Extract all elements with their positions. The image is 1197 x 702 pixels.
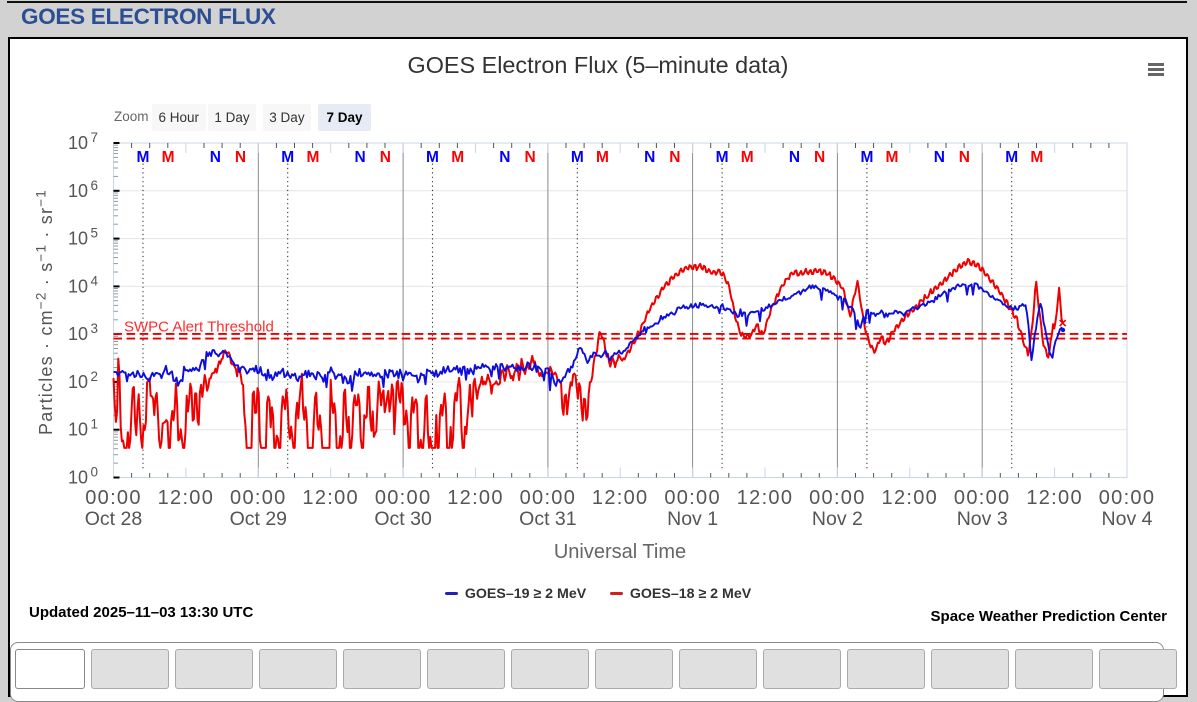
svg-text:12:00: 12:00 — [737, 487, 794, 509]
svg-text:M: M — [716, 149, 729, 166]
svg-text:10: 10 — [68, 372, 88, 392]
svg-text:Nov 3: Nov 3 — [957, 508, 1008, 530]
svg-text:10: 10 — [68, 420, 88, 440]
svg-text:Oct 28: Oct 28 — [85, 508, 142, 530]
svg-text:M: M — [281, 149, 294, 166]
svg-text:Nov 4: Nov 4 — [1102, 508, 1153, 530]
svg-text:00:00: 00:00 — [230, 487, 287, 509]
svg-text:M: M — [162, 149, 175, 166]
svg-text:M: M — [451, 149, 464, 166]
svg-text:N: N — [354, 149, 365, 166]
svg-text:N: N — [380, 149, 391, 166]
svg-text:10: 10 — [68, 468, 88, 488]
svg-text:12:00: 12:00 — [447, 487, 504, 509]
svg-text:1: 1 — [91, 417, 99, 432]
svg-text:N: N — [644, 149, 655, 166]
svg-text:M: M — [860, 149, 873, 166]
svg-text:SWPC Alert Threshold: SWPC Alert Threshold — [124, 319, 274, 336]
svg-text:Oct 29: Oct 29 — [230, 508, 287, 530]
svg-text:N: N — [934, 149, 945, 166]
svg-text:N: N — [235, 149, 246, 166]
svg-text:12:00: 12:00 — [302, 487, 359, 509]
svg-text:2: 2 — [91, 369, 99, 384]
svg-text:M: M — [426, 149, 439, 166]
svg-text:10: 10 — [68, 324, 88, 344]
svg-text:Nov 2: Nov 2 — [812, 508, 863, 530]
svg-text:N: N — [814, 149, 825, 166]
svg-text:10: 10 — [68, 229, 88, 249]
svg-text:12:00: 12:00 — [1026, 487, 1083, 509]
svg-text:10: 10 — [68, 181, 88, 201]
svg-text:12:00: 12:00 — [882, 487, 939, 509]
svg-text:3: 3 — [91, 321, 99, 336]
svg-text:N: N — [524, 149, 535, 166]
svg-text:Oct 30: Oct 30 — [374, 508, 432, 530]
svg-text:N: N — [499, 149, 510, 166]
svg-text:M: M — [596, 149, 609, 166]
svg-text:12:00: 12:00 — [592, 487, 649, 509]
svg-text:M: M — [1030, 149, 1043, 166]
svg-text:10: 10 — [68, 133, 88, 153]
svg-text:M: M — [137, 149, 150, 166]
svg-text:N: N — [210, 149, 221, 166]
svg-text:0: 0 — [91, 465, 99, 480]
svg-text:N: N — [959, 149, 970, 166]
svg-text:Particles · cm−2 · s−1 · sr−1: Particles · cm−2 · s−1 · sr−1 — [34, 189, 57, 435]
svg-text:N: N — [789, 149, 800, 166]
svg-text:M: M — [306, 149, 319, 166]
svg-text:6: 6 — [91, 178, 99, 193]
svg-text:00:00: 00:00 — [375, 487, 432, 509]
svg-text:Oct 31: Oct 31 — [519, 508, 576, 530]
svg-text:00:00: 00:00 — [664, 487, 721, 509]
svg-text:00:00: 00:00 — [1099, 487, 1156, 509]
svg-text:M: M — [886, 149, 899, 166]
svg-text:M: M — [571, 149, 584, 166]
svg-text:M: M — [1005, 149, 1018, 166]
svg-text:10: 10 — [68, 276, 88, 296]
svg-text:M: M — [741, 149, 754, 166]
svg-text:5: 5 — [91, 226, 99, 241]
svg-text:12:00: 12:00 — [158, 487, 215, 509]
svg-text:00:00: 00:00 — [954, 487, 1011, 509]
svg-text:N: N — [669, 149, 680, 166]
svg-text:00:00: 00:00 — [85, 487, 142, 509]
svg-text:4: 4 — [91, 273, 99, 288]
svg-text:00:00: 00:00 — [520, 487, 577, 509]
svg-text:7: 7 — [91, 130, 99, 145]
svg-text:Nov 1: Nov 1 — [667, 508, 718, 530]
svg-text:00:00: 00:00 — [809, 487, 866, 509]
